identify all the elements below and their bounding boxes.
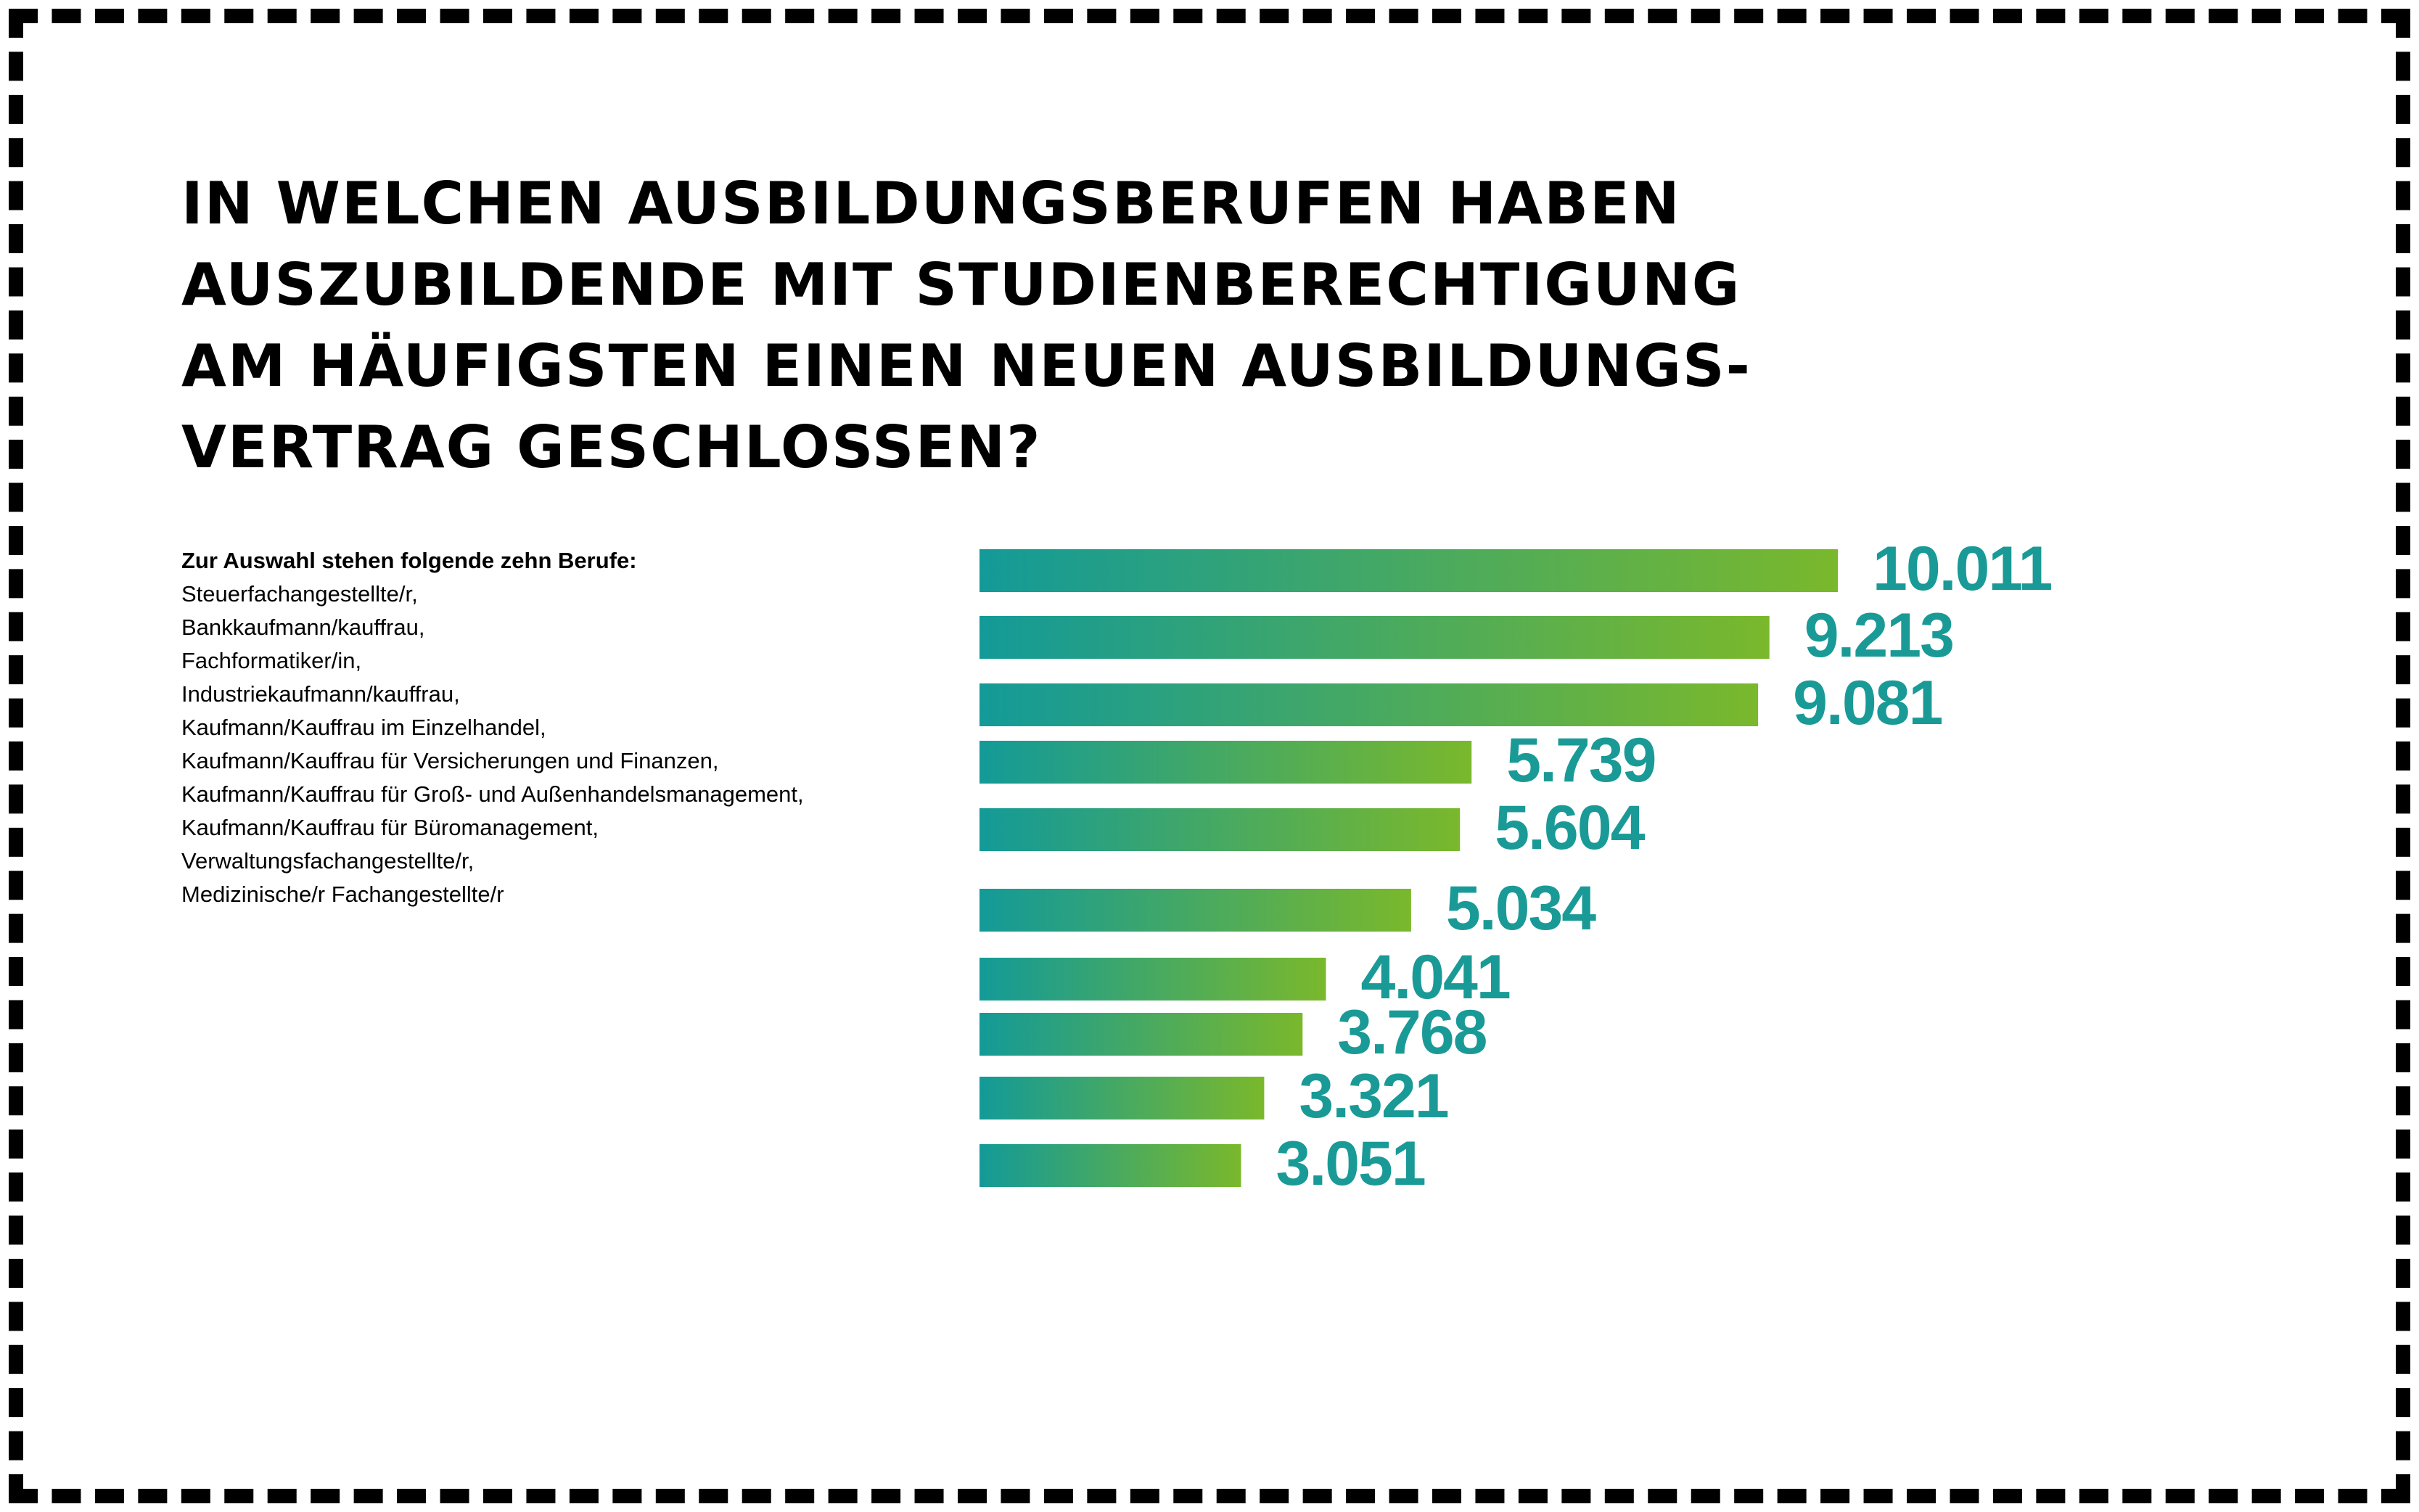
value-label-4: 5.739 — [1506, 726, 1655, 795]
value-label-8: 3.768 — [1337, 998, 1486, 1067]
bar-1 — [979, 549, 1838, 592]
bar-9 — [979, 1077, 1265, 1119]
bar-7 — [979, 958, 1326, 1001]
chart-title: IN WELCHEN AUSBILDUNGSBERUFEN HABEN AUSZ… — [181, 163, 1995, 488]
title-line-3: AM HÄUFIGSTEN EINEN NEUEN AUSBILDUNGS- — [181, 332, 1751, 400]
profession-item-6: Kaufmann/Kauffrau für Versicherungen und… — [181, 748, 719, 773]
value-label-1: 10.011 — [1873, 534, 2051, 604]
bar-8 — [979, 1013, 1303, 1056]
dashed-frame — [9, 9, 2410, 1503]
profession-item-3: Fachformatiker/in, — [181, 648, 362, 673]
bar-5 — [979, 808, 1461, 851]
value-label-5: 5.604 — [1495, 793, 1645, 863]
profession-list: Zur Auswahl stehen folgende zehn Berufe:… — [181, 544, 943, 911]
bar-6 — [979, 889, 1411, 932]
bar-3 — [979, 683, 1759, 726]
title-line-2: AUSZUBILDENDE MIT STUDIENBERECHTIGUNG — [181, 251, 1741, 319]
bar-4 — [979, 741, 1472, 784]
profession-item-10: Medizinische/r Fachangestellte/r — [181, 882, 504, 907]
profession-item-2: Bankkaufmann/kauffrau, — [181, 615, 425, 640]
value-label-2: 9.213 — [1804, 601, 1953, 670]
profession-item-7: Kaufmann/Kauffrau für Groß- und Außenhan… — [181, 781, 804, 807]
profession-item-8: Kaufmann/Kauffrau für Büromanagement, — [181, 815, 599, 840]
profession-list-heading: Zur Auswahl stehen folgende zehn Berufe: — [181, 548, 637, 573]
profession-item-4: Industriekaufmann/kauffrau, — [181, 681, 460, 707]
profession-item-9: Verwaltungsfachangestellte/r, — [181, 848, 475, 874]
value-label-6: 5.034 — [1446, 874, 1596, 943]
value-label-7: 4.041 — [1361, 942, 1510, 1012]
value-label-9: 3.321 — [1299, 1061, 1447, 1131]
value-label-10: 3.051 — [1276, 1129, 1425, 1199]
bar-2 — [979, 616, 1770, 659]
value-label-3: 9.081 — [1793, 668, 1942, 738]
title-line-4: VERTRAG GESCHLOSSEN? — [181, 414, 1042, 481]
bar-10 — [979, 1144, 1241, 1187]
profession-item-1: Steuerfachangestellte/r, — [181, 581, 418, 607]
title-line-1: IN WELCHEN AUSBILDUNGSBERUFEN HABEN — [181, 170, 1681, 237]
profession-item-5: Kaufmann/Kauffrau im Einzelhandel, — [181, 715, 546, 740]
